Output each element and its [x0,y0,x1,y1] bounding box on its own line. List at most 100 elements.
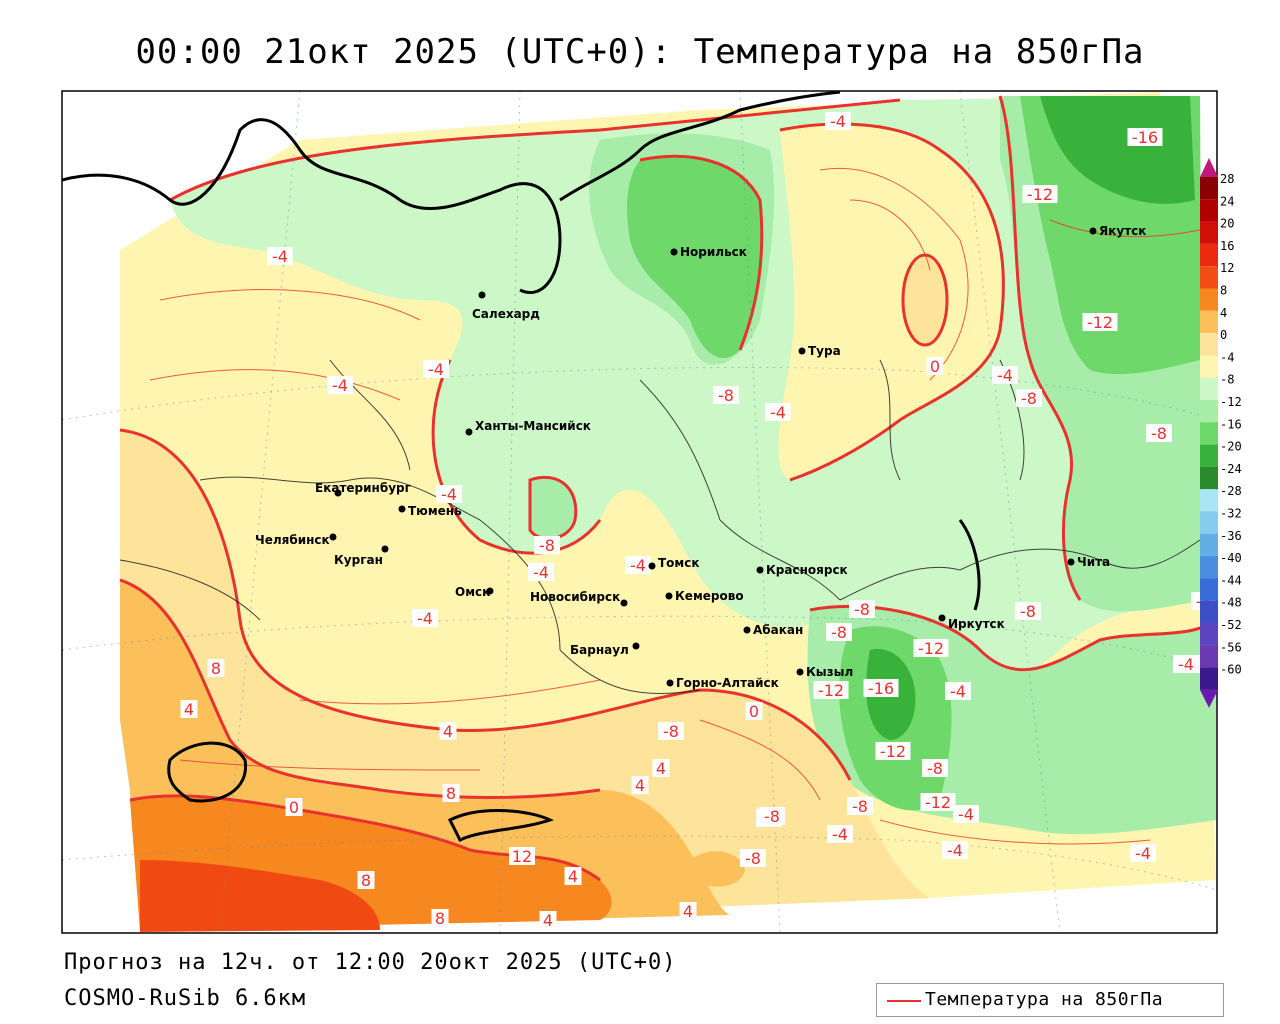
city-marker [756,566,764,574]
contour-label-bg [826,623,852,641]
contour-label-bg [1127,128,1163,146]
contour-label-bg [1146,424,1172,442]
colorbar-tick-label: -12 [1220,395,1242,409]
contour-label: 8 [211,659,221,678]
colorbar-swatch [1200,667,1218,690]
contour-label-bg [945,682,971,700]
city-marker [743,626,751,634]
city-marker [486,587,494,595]
contour-label-bg [713,386,739,404]
city-label: Тура [808,344,841,358]
temp-band-minus8-ob [530,477,576,539]
contour-label: -8 [927,759,943,778]
contour-label: -8 [831,623,847,642]
colorbar-swatch [1200,600,1218,623]
colorbar-tick-label: 24 [1220,194,1234,208]
warm-pocket [903,255,947,345]
contour-label-bg [1015,602,1041,620]
contour-labels: -4-16-12-4-12-40-4-8-4-4-8-8-4-8-4 -4-4 -8… [180,112,1217,930]
contour-label: -4 [428,360,444,379]
contour-label-bg [442,784,460,802]
contour-label-bg [740,849,766,867]
contour-label: -8 [852,797,868,816]
contour-label-bg [631,776,649,794]
contour-label-bg [285,798,303,816]
colorbar-swatch [1200,199,1218,222]
colorbar-swatch [1200,623,1218,646]
colorbar-tick-label: -56 [1220,640,1242,654]
forecast-info: Прогноз на 12ч. от 12:00 20окт 2025 (UTC… [64,950,677,975]
contour-label: -12 [1087,313,1113,332]
contour-label-bg [423,360,449,378]
colorbar-swatch [1200,645,1218,668]
city-label: Ханты-Мансийск [475,419,591,433]
colorbar-tick-label: 0 [1220,328,1227,342]
colorbar-tick-label: 16 [1220,239,1234,253]
temp-band-plus4-pocket [690,851,745,887]
city-marker [1089,227,1097,235]
city-label: Красноярск [766,563,848,577]
contour-label-bg [439,722,457,740]
contour-label: -12 [880,742,906,761]
contour-label: 0 [930,357,940,376]
contour-label-bg [1173,655,1199,673]
colorbar-tick-label: -52 [1220,618,1242,632]
colorbar-tick-label: -4 [1220,350,1234,364]
city-marker [670,248,678,256]
legend-line-swatch [887,1000,921,1002]
contour-label: 0 [749,702,759,721]
city-label: Кызыл [806,665,853,679]
contour-label-bg [412,609,438,627]
city-marker [465,428,473,436]
city-marker [381,545,389,553]
contour-label: -8 [854,600,870,619]
colorbar-swatch [1200,444,1218,467]
city-marker [666,679,674,687]
city-label: Новосибирск [530,590,620,604]
colorbar-tick-label: -20 [1220,440,1242,454]
contour-label: -12 [925,793,951,812]
city-marker [398,505,406,513]
contour-label-bg [926,357,944,375]
city-marker [798,347,806,355]
temp-band-minus16-east [1040,96,1195,204]
contour-label-bg [942,841,968,859]
contour-label-bg [658,722,684,740]
contour-label-bg [953,805,979,823]
contour-label: -4 [272,247,288,266]
contour-label: -4 [770,403,786,422]
contour-label-bg [1022,185,1058,203]
contour-label-bg [509,847,535,865]
city-marker [796,668,804,676]
contour-label: -8 [1020,602,1036,621]
contour-label: -4 [630,556,646,575]
city-label: Чита [1077,555,1110,569]
contour-label-bg [849,600,875,618]
colorbar-bottom-arrow [1200,689,1218,708]
city-marker [648,562,656,570]
legend-label: Температура на 850гПа [925,989,1164,1010]
contour-label: 4 [184,700,194,719]
contour-label: -4 [417,609,433,628]
colorbar-swatch [1200,466,1218,490]
contour-label: 8 [435,909,445,928]
contour-label-bg [765,403,791,421]
colorbar-tick-label: -36 [1220,529,1242,543]
colorbar-tick-label: 20 [1220,217,1234,231]
city-label: Горно-Алтайск [676,676,779,690]
contour-label-bg [922,759,948,777]
colorbar-swatch [1200,266,1218,289]
colorbar-tick-label: -24 [1220,462,1242,476]
colorbar-tick-label: 8 [1220,284,1227,298]
colorbar-swatch [1200,355,1218,378]
city-label: Якутск [1099,224,1146,238]
colorbar-tick-label: -44 [1220,573,1242,587]
contour-label: 12 [512,847,532,866]
colorbar-swatch [1200,556,1218,579]
colorbar-tick-label: 4 [1220,306,1227,320]
colorbar-tick-label: -40 [1220,551,1242,565]
contour-label: 4 [656,759,666,778]
colorbar-swatch [1200,400,1218,423]
city-marker [334,489,342,497]
